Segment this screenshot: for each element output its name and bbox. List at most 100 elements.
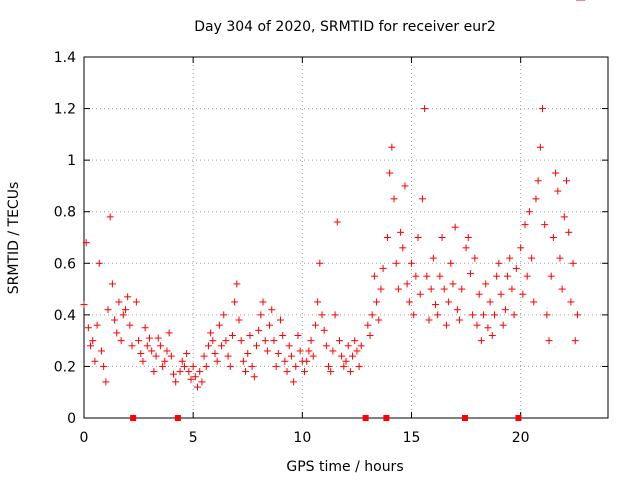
data-point — [480, 311, 488, 319]
data-point — [270, 337, 278, 345]
data-point — [438, 234, 446, 241]
data-point — [519, 290, 527, 298]
data-point — [189, 362, 197, 370]
y-tick-label: 0.2 — [54, 359, 76, 375]
data-point — [191, 373, 199, 381]
data-point — [198, 378, 206, 386]
data-point — [451, 223, 459, 231]
data-point — [340, 362, 348, 370]
data-point — [183, 350, 191, 358]
data-point — [545, 337, 553, 345]
y-tick-label: 1.4 — [54, 50, 76, 66]
gap-marker — [174, 415, 181, 421]
x-tick-label: 10 — [293, 430, 311, 446]
data-point — [325, 362, 333, 370]
gap-marker — [362, 415, 369, 421]
plot-frame — [83, 56, 609, 419]
data-point — [466, 270, 474, 278]
data-point — [305, 347, 313, 355]
data-point — [506, 254, 514, 262]
data-point — [456, 316, 464, 324]
data-point — [309, 352, 317, 360]
data-point — [405, 298, 413, 306]
data-point — [152, 352, 160, 360]
data-point — [534, 177, 542, 185]
y-tick-label: 0.6 — [54, 256, 76, 272]
data-point — [274, 350, 282, 358]
data-point — [137, 350, 145, 358]
y-axis-ticks: 0 0.2 0.4 0.6 0.8 1 1.2 1.4 — [54, 50, 608, 427]
data-point — [414, 234, 422, 241]
data-point — [113, 329, 121, 337]
data-point — [139, 357, 147, 365]
data-point — [292, 362, 300, 370]
data-point — [222, 337, 230, 345]
data-point — [338, 352, 346, 360]
data-point — [484, 324, 492, 332]
data-point — [499, 321, 507, 329]
data-point — [377, 285, 385, 293]
data-point — [379, 264, 387, 272]
data-point — [567, 298, 575, 306]
data-point — [141, 324, 149, 332]
data-point — [204, 342, 212, 350]
data-point — [185, 368, 193, 376]
data-point — [150, 368, 158, 376]
data-point — [97, 347, 105, 355]
data-point — [257, 311, 265, 319]
data-point — [355, 362, 363, 370]
data-point — [290, 378, 298, 386]
data-point — [357, 342, 365, 350]
data-point — [554, 187, 562, 195]
data-point — [311, 321, 319, 329]
data-point — [172, 378, 180, 386]
data-point — [342, 357, 350, 365]
data-point — [187, 375, 195, 383]
data-point — [563, 177, 571, 185]
data-point — [294, 331, 302, 339]
data-point — [281, 357, 289, 365]
data-point — [307, 337, 315, 345]
data-point — [218, 342, 226, 350]
data-point — [156, 342, 164, 350]
data-point — [370, 272, 378, 280]
data-point — [442, 321, 450, 329]
plot-border — [83, 56, 609, 419]
data-point — [425, 316, 433, 324]
data-point — [215, 321, 223, 329]
data-point — [296, 347, 304, 355]
data-point — [432, 301, 440, 309]
data-point — [416, 290, 424, 298]
data-point — [239, 357, 247, 365]
data-point — [226, 362, 234, 370]
data-point — [194, 383, 202, 391]
data-point — [368, 311, 376, 319]
data-point — [462, 244, 470, 252]
data-point — [383, 234, 391, 241]
data-point — [279, 331, 287, 339]
data-point — [421, 105, 429, 113]
x-axis-ticks: 0 5 10 15 20 — [80, 57, 530, 446]
data-point — [501, 306, 509, 314]
data-point — [541, 221, 549, 229]
data-point — [447, 259, 455, 267]
data-point — [287, 352, 295, 360]
data-point — [178, 357, 186, 365]
data-point — [231, 298, 239, 306]
data-point — [111, 316, 119, 324]
data-point — [161, 357, 169, 365]
data-point — [410, 311, 418, 319]
data-point — [449, 280, 457, 288]
data-point — [530, 298, 538, 306]
data-point — [335, 337, 343, 345]
data-point — [224, 352, 232, 360]
data-point — [180, 362, 188, 370]
data-point — [170, 370, 178, 378]
data-point — [344, 342, 352, 350]
data-point — [512, 264, 520, 272]
data-point — [252, 342, 260, 350]
data-point — [259, 298, 267, 306]
data-point — [390, 195, 398, 203]
x-tick-label: 20 — [512, 430, 530, 446]
data-point — [436, 272, 444, 280]
